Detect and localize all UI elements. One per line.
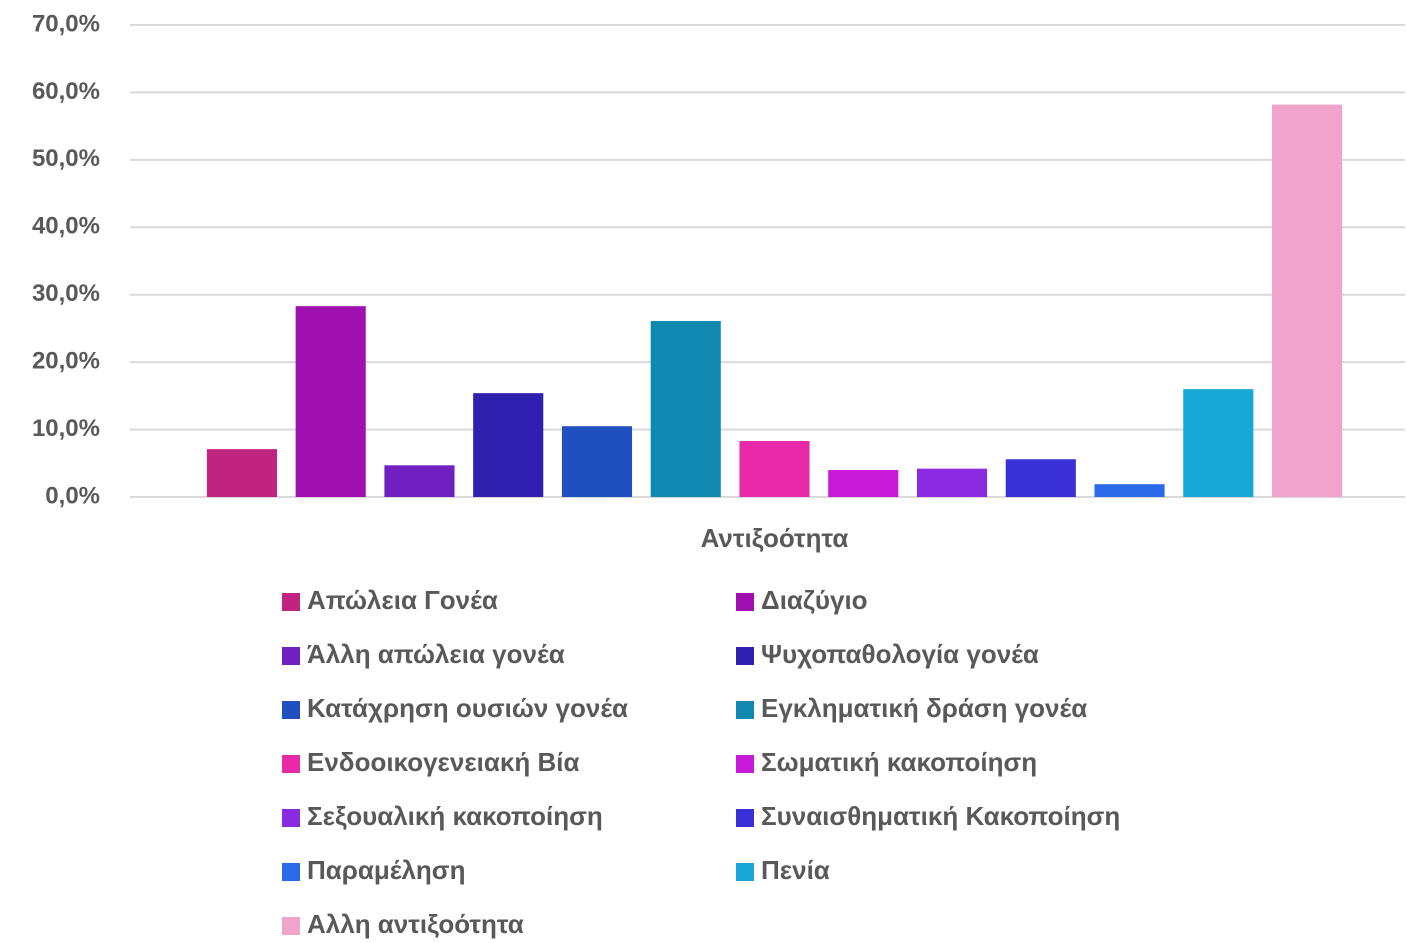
bar <box>1094 484 1165 497</box>
y-tick-label: 40,0% <box>32 213 100 240</box>
legend-label: Άλλη απώλεια γονέα <box>307 639 565 669</box>
legend-label: Κατάχρηση ουσιών γονέα <box>307 693 628 723</box>
legend-label: Σωματική κακοποίηση <box>761 747 1037 777</box>
bar <box>1183 389 1254 497</box>
legend-swatch <box>736 809 754 827</box>
legend-swatch <box>282 809 300 827</box>
legend-label: Σεξουαλική κακοποίηση <box>307 801 603 831</box>
legend-label: Παραμέληση <box>307 855 465 885</box>
legend-label: Πενία <box>761 855 830 885</box>
legend-label: Εγκληματική δράση γονέα <box>761 693 1087 723</box>
bar <box>384 465 455 497</box>
legend-swatch <box>282 755 300 773</box>
y-tick-label: 30,0% <box>32 280 100 307</box>
legend-swatch <box>736 701 754 719</box>
legend-swatch <box>282 593 300 611</box>
bar <box>650 321 721 497</box>
x-tick-label: Αντιξοότητα <box>701 523 849 553</box>
legend-swatch <box>282 863 300 881</box>
y-tick-label: 60,0% <box>32 78 100 105</box>
bar <box>828 470 899 497</box>
legend-swatch <box>282 647 300 665</box>
y-tick-label: 20,0% <box>32 347 100 374</box>
y-tick-label: 0,0% <box>45 482 100 509</box>
legend-swatch <box>736 755 754 773</box>
legend-label: Διαζύγιο <box>761 585 868 615</box>
bar <box>916 468 988 497</box>
legend-label: Αλλη αντιξοότητα <box>307 909 524 939</box>
legend-swatch <box>282 917 300 935</box>
legend-label: Απώλεια Γονέα <box>307 585 498 615</box>
bar <box>295 306 366 497</box>
legend-label: Συναισθηματική Κακοποίηση <box>761 801 1120 831</box>
legend-label: Ενδοοικογενειακή Βία <box>307 747 579 777</box>
bar <box>739 441 810 497</box>
y-tick-label: 50,0% <box>32 145 100 172</box>
y-tick-label: 70,0% <box>32 10 100 37</box>
bar <box>1005 459 1076 497</box>
y-tick-label: 10,0% <box>32 415 100 442</box>
bar <box>206 449 278 497</box>
bar <box>561 426 633 497</box>
legend-swatch <box>282 701 300 719</box>
bar <box>473 393 544 497</box>
legend-swatch <box>736 863 754 881</box>
legend-label: Ψυχοπαθολογία γονέα <box>761 639 1039 669</box>
bar <box>1271 104 1343 498</box>
legend-swatch <box>736 593 754 611</box>
legend-swatch <box>736 647 754 665</box>
